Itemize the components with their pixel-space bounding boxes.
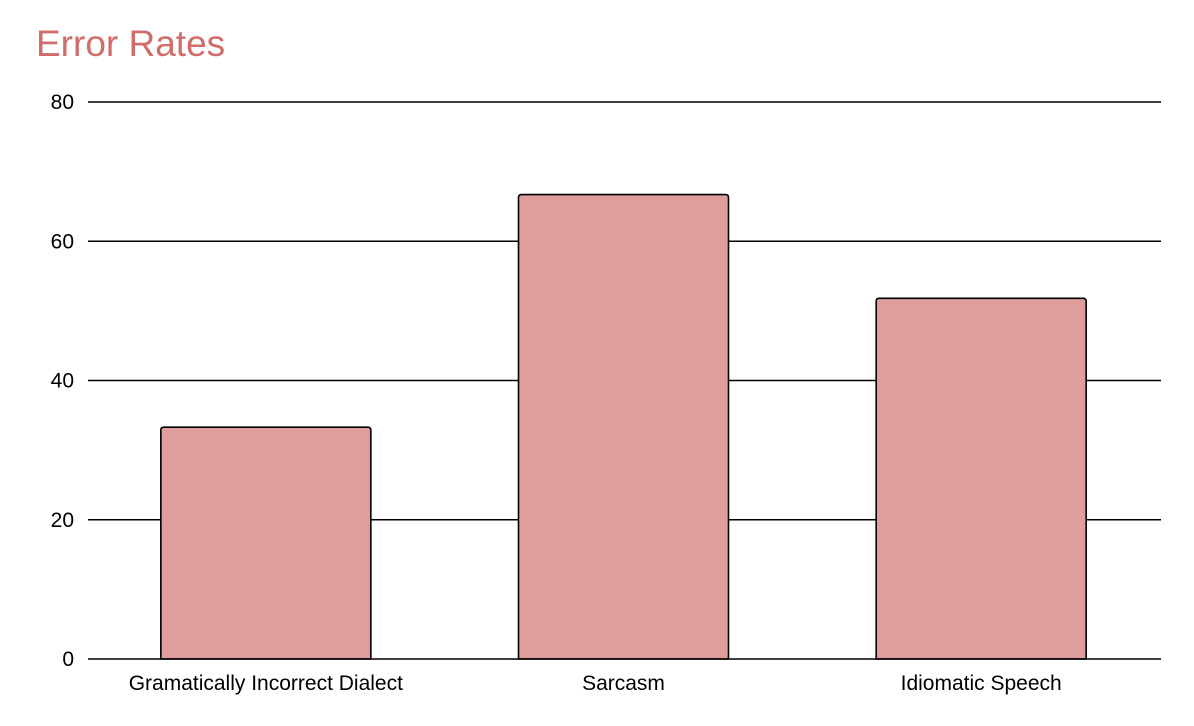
y-tick-label-20: 20 <box>51 509 74 532</box>
x-axis-labels: Gramatically Incorrect Dialect Sarcasm Idi… <box>129 672 1062 695</box>
bar-1 <box>160 426 372 660</box>
y-tick-label-40: 40 <box>51 370 74 393</box>
x-tick-label-3: Idiomatic Speech <box>901 672 1062 695</box>
bar-2 <box>517 193 730 660</box>
bars <box>160 193 1087 660</box>
y-tick-label-80: 80 <box>51 91 74 114</box>
y-tick-label-0: 0 <box>62 648 74 671</box>
x-tick-label-1: Gramatically Incorrect Dialect <box>129 672 403 695</box>
y-axis-ticks: 0 20 40 60 80 <box>51 91 74 671</box>
y-tick-label-60: 60 <box>51 230 74 253</box>
x-tick-label-2: Sarcasm <box>582 672 665 695</box>
chart-title: Error Rates <box>36 23 226 64</box>
bar-3 <box>875 297 1087 660</box>
